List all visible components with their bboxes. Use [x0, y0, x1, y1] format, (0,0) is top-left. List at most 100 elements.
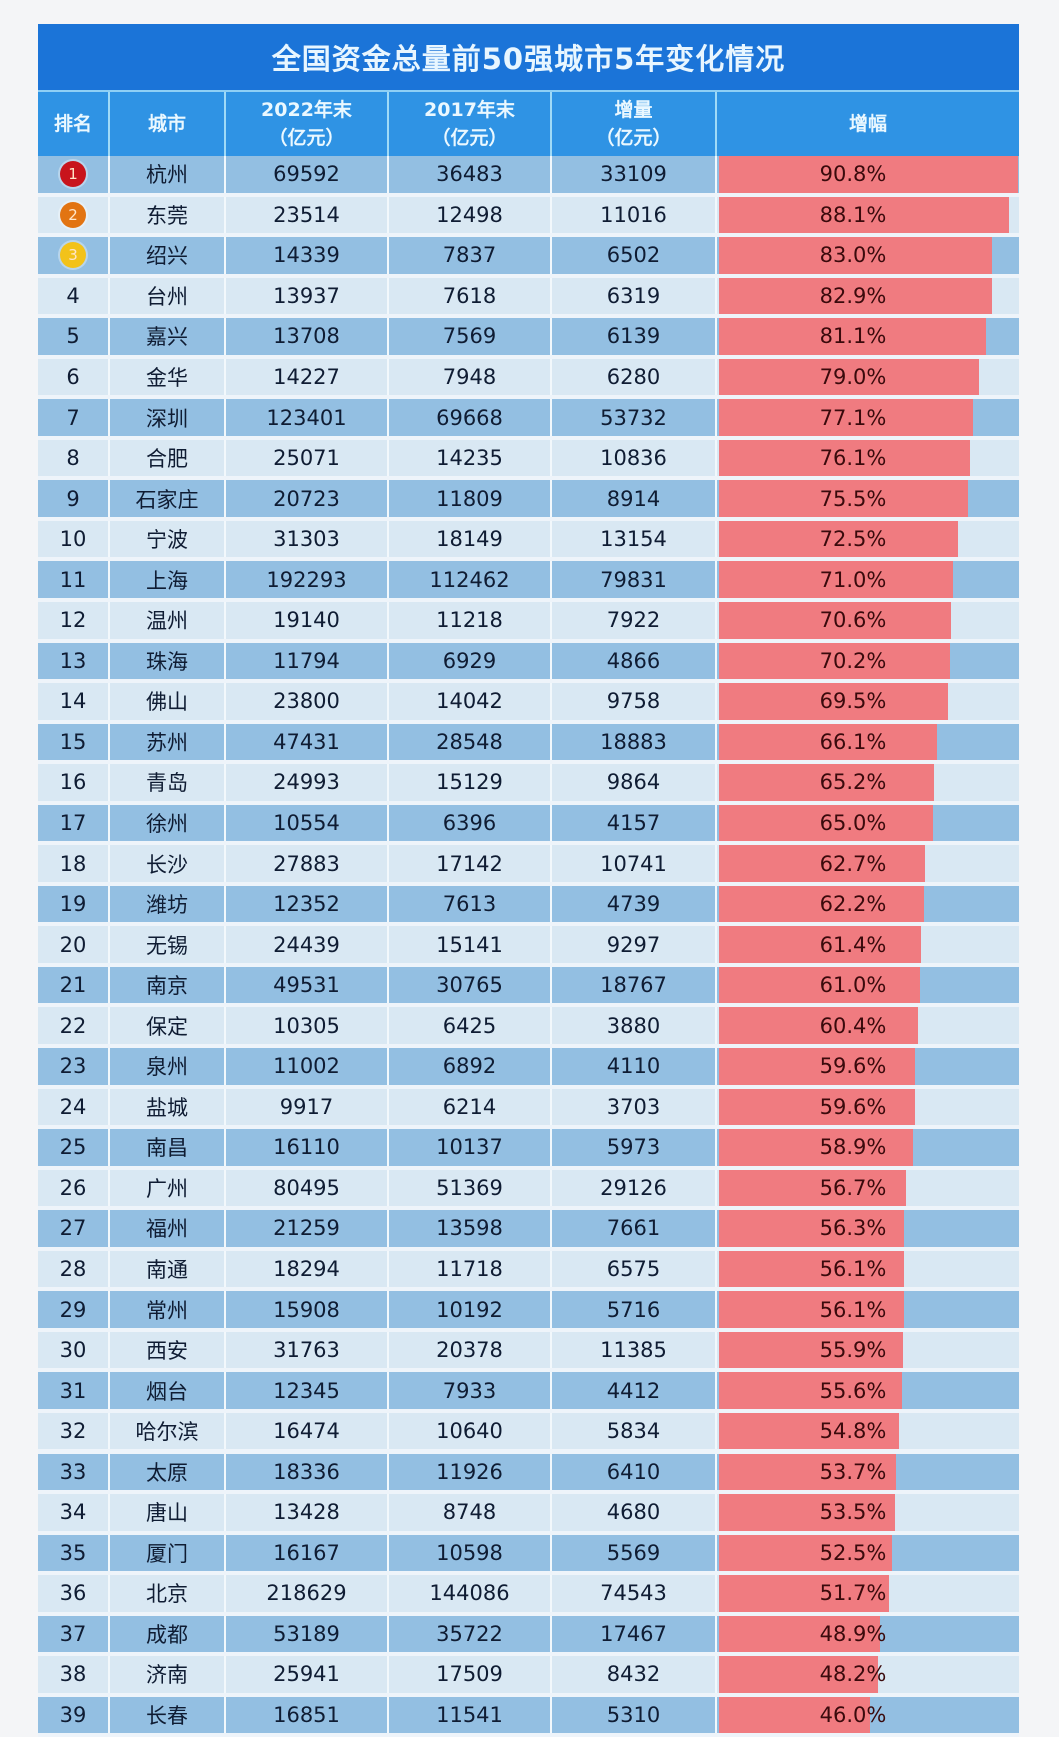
growth-label: 65.2% [819, 770, 887, 795]
value-2022-cell: 80495 [226, 1169, 389, 1207]
city-cell: 青岛 [110, 764, 226, 801]
increase-cell: 3880 [552, 1007, 717, 1044]
rank-cell: 24 [38, 1088, 110, 1126]
value-2017-cell: 10192 [389, 1291, 552, 1328]
growth-label: 72.5% [819, 527, 887, 552]
table-row: 21 南京 49531 30765 18767 61.0% [38, 966, 1019, 1004]
growth-bar [719, 602, 952, 639]
value-2017-cell: 7613 [389, 885, 552, 923]
city-cell: 济南 [110, 1656, 226, 1693]
rank-cell: 38 [38, 1656, 110, 1693]
table-body: 1 杭州 69592 36483 33109 90.8% 2 东莞 23514 … [38, 156, 1019, 1734]
value-2017-cell: 7837 [389, 237, 552, 274]
table-row: 24 盐城 9917 6214 3703 59.6% [38, 1088, 1019, 1126]
table-row: 35 厦门 16167 10598 5569 52.5% [38, 1534, 1019, 1572]
growth-cell: 53.5% [717, 1494, 1019, 1531]
value-2022-cell: 49531 [226, 966, 389, 1004]
growth-cell: 70.2% [717, 642, 1019, 680]
city-cell: 哈尔滨 [110, 1412, 226, 1450]
table-row: 9 石家庄 20723 11809 8914 75.5% [38, 480, 1019, 517]
city-cell: 东莞 [110, 196, 226, 234]
increase-cell: 4739 [552, 885, 717, 923]
value-2022-cell: 25071 [226, 439, 389, 477]
city-cell: 合肥 [110, 439, 226, 477]
rank-cell: 12 [38, 602, 110, 639]
growth-bar [719, 561, 953, 598]
growth-label: 54.8% [819, 1419, 887, 1444]
value-2022-cell: 16167 [226, 1534, 389, 1572]
rank-cell: 17 [38, 804, 110, 842]
growth-cell: 46.0% [717, 1696, 1019, 1734]
increase-cell: 5310 [552, 1696, 717, 1734]
growth-bar [719, 1453, 896, 1490]
increase-cell: 6410 [552, 1453, 717, 1490]
value-2017-cell: 6425 [389, 1007, 552, 1044]
rank-cell: 25 [38, 1129, 110, 1166]
growth-label: 69.5% [819, 689, 887, 714]
growth-label: 76.1% [819, 446, 887, 471]
city-cell: 绍兴 [110, 237, 226, 274]
city-cell: 西安 [110, 1331, 226, 1369]
growth-label: 70.2% [819, 648, 887, 673]
rank-cell: 30 [38, 1331, 110, 1369]
growth-bar [719, 804, 934, 842]
city-cell: 保定 [110, 1007, 226, 1044]
rank-cell: 19 [38, 885, 110, 923]
growth-cell: 65.0% [717, 804, 1019, 842]
header-2017-line1: 2017年末 [424, 99, 515, 121]
value-2022-cell: 16851 [226, 1696, 389, 1734]
value-2022-cell: 25941 [226, 1656, 389, 1693]
table-row: 12 温州 19140 11218 7922 70.6% [38, 602, 1019, 639]
growth-cell: 72.5% [717, 520, 1019, 558]
table-row: 28 南通 18294 11718 6575 56.1% [38, 1250, 1019, 1288]
table-row: 34 唐山 13428 8748 4680 53.5% [38, 1494, 1019, 1531]
value-2022-cell: 31763 [226, 1331, 389, 1369]
growth-cell: 71.0% [717, 561, 1019, 598]
value-2017-cell: 8748 [389, 1494, 552, 1531]
value-2017-cell: 13598 [389, 1210, 552, 1247]
city-cell: 常州 [110, 1291, 226, 1328]
rank-cell: 36 [38, 1575, 110, 1612]
growth-label: 56.3% [819, 1216, 887, 1241]
rank-cell: 29 [38, 1291, 110, 1328]
growth-cell: 55.9% [717, 1331, 1019, 1369]
growth-label: 81.1% [819, 324, 887, 349]
growth-cell: 69.5% [717, 683, 1019, 720]
growth-cell: 61.0% [717, 966, 1019, 1004]
table-title: 全国资金总量前50强城市5年变化情况 [38, 24, 1019, 92]
rank-cell: 28 [38, 1250, 110, 1288]
growth-label: 82.9% [819, 283, 887, 308]
value-2017-cell: 17142 [389, 845, 552, 882]
table-row: 15 苏州 47431 28548 18883 66.1% [38, 723, 1019, 761]
city-cell: 长沙 [110, 845, 226, 882]
growth-bar [719, 642, 951, 680]
value-2017-cell: 11541 [389, 1696, 552, 1734]
increase-cell: 13154 [552, 520, 717, 558]
growth-bar [719, 1169, 906, 1207]
value-2022-cell: 13428 [226, 1494, 389, 1531]
growth-label: 52.5% [819, 1540, 887, 1565]
growth-bar [719, 1048, 916, 1085]
table-row: 36 北京 218629 144086 74543 51.7% [38, 1575, 1019, 1612]
increase-cell: 4680 [552, 1494, 717, 1531]
rank-cell: 26 [38, 1169, 110, 1207]
value-2022-cell: 23514 [226, 196, 389, 234]
value-2022-cell: 12345 [226, 1372, 389, 1409]
growth-bar [719, 683, 948, 720]
value-2022-cell: 23800 [226, 683, 389, 720]
rank-cell: 31 [38, 1372, 110, 1409]
city-cell: 厦门 [110, 1534, 226, 1572]
growth-bar [719, 358, 980, 396]
growth-bar [719, 1575, 890, 1612]
growth-cell: 90.8% [717, 156, 1019, 193]
city-cell: 潍坊 [110, 885, 226, 923]
growth-bar [719, 237, 993, 274]
value-2022-cell: 192293 [226, 561, 389, 598]
growth-label: 48.2% [819, 1662, 887, 1687]
growth-bar [719, 1615, 881, 1653]
value-2017-cell: 6214 [389, 1088, 552, 1126]
city-cell: 广州 [110, 1169, 226, 1207]
city-cell: 上海 [110, 561, 226, 598]
increase-cell: 4412 [552, 1372, 717, 1409]
value-2017-cell: 10137 [389, 1129, 552, 1166]
